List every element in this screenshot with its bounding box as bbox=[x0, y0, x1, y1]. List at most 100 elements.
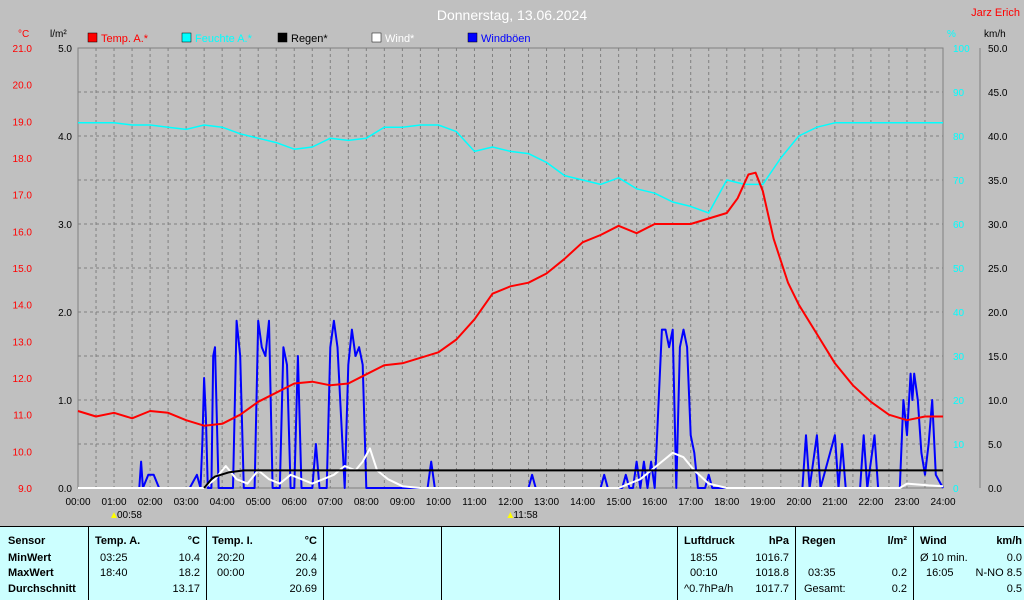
wind-avg-value: 0.0 bbox=[1006, 552, 1022, 564]
author-label: Jarz Erich bbox=[971, 7, 1020, 19]
marker-label: 00:58 bbox=[117, 510, 142, 521]
rain-panel: Regen l/m² 03:35 0.2 Gesamt: 0.2 bbox=[796, 527, 913, 600]
temp-unit-label: °C bbox=[18, 29, 29, 40]
temp-a-header: Temp. A. bbox=[95, 535, 141, 547]
rain-tick-label: 1.0 bbox=[58, 396, 72, 407]
maxwert-label: MaxWert bbox=[8, 567, 54, 579]
temp-i-panel: Temp. I. °C 20:20 20.4 00:00 20.9 20.69 bbox=[207, 527, 323, 600]
x-tick-label: 16:00 bbox=[642, 497, 667, 508]
temp-tick-label: 18.0 bbox=[13, 154, 33, 165]
rain-tick-label: 0.0 bbox=[58, 484, 72, 495]
chart-grid bbox=[77, 47, 944, 489]
humidity-unit-label: % bbox=[947, 29, 956, 40]
wind-tick-label: 25.0 bbox=[988, 264, 1008, 275]
x-tick-label: 13:00 bbox=[534, 497, 559, 508]
rain-max-value: 0.2 bbox=[891, 567, 907, 579]
x-tick-label: 06:00 bbox=[282, 497, 307, 508]
marker-icon: ▲ bbox=[505, 510, 515, 521]
wind-tick-label: 50.0 bbox=[988, 44, 1008, 55]
x-tick-label: 04:00 bbox=[210, 497, 235, 508]
temp-i-max-value: 20.9 bbox=[295, 567, 317, 579]
pressure-min-time: 18:55 bbox=[690, 552, 718, 564]
temp-a-unit: °C bbox=[187, 535, 200, 547]
wind-tick-label: 30.0 bbox=[988, 220, 1008, 231]
durchschnitt-label: Durchschnitt bbox=[8, 583, 76, 595]
legend-label: Wind* bbox=[385, 33, 415, 45]
pressure-unit: hPa bbox=[768, 535, 789, 547]
temp-tick-label: 16.0 bbox=[13, 227, 33, 238]
pressure-max-value: 1018.8 bbox=[755, 567, 789, 579]
rain-total-label: Gesamt: bbox=[804, 583, 846, 595]
legend-label: Windböen bbox=[481, 33, 531, 45]
sensor-header: Sensor bbox=[8, 535, 46, 547]
wind-unit-label: km/h bbox=[984, 29, 1006, 40]
temp-tick-label: 11.0 bbox=[13, 411, 32, 422]
x-tick-label: 10:00 bbox=[426, 497, 451, 508]
pressure-max-time: 00:10 bbox=[690, 567, 718, 579]
temp-tick-label: 12.0 bbox=[13, 374, 33, 385]
temp-i-average: 20.69 bbox=[289, 583, 317, 595]
legend-swatch bbox=[467, 32, 478, 43]
temp-tick-label: 15.0 bbox=[13, 264, 33, 275]
pressure-min-value: 1016.7 bbox=[755, 552, 789, 564]
wind-tick-label: 10.0 bbox=[988, 396, 1008, 407]
pressure-header: Luftdruck bbox=[684, 535, 735, 547]
x-tick-label: 01:00 bbox=[102, 497, 127, 508]
empty-panel-3 bbox=[560, 527, 677, 600]
temp-a-min-time: 03:25 bbox=[100, 552, 128, 564]
wind-tick-label: 15.0 bbox=[988, 352, 1008, 363]
temp-i-unit: °C bbox=[304, 535, 317, 547]
x-tick-label: 02:00 bbox=[138, 497, 163, 508]
wind-avg-label: Ø 10 min. bbox=[920, 552, 968, 564]
x-tick-label: 23:00 bbox=[894, 497, 919, 508]
rain-tick-label: 3.0 bbox=[58, 220, 72, 231]
x-tick-label: 05:00 bbox=[246, 497, 271, 508]
wind-tick-label: 35.0 bbox=[988, 176, 1008, 187]
rain-unit-label: l/m² bbox=[50, 29, 67, 40]
humidity-tick-label: 30 bbox=[953, 352, 965, 363]
rain-tick-label: 4.0 bbox=[58, 132, 72, 143]
wind-tick-label: 45.0 bbox=[988, 88, 1008, 99]
marker-label: 11:58 bbox=[513, 510, 538, 521]
humidity-tick-label: 50 bbox=[953, 264, 965, 275]
temp-a-min-value: 10.4 bbox=[178, 552, 200, 564]
legend-swatch bbox=[277, 32, 288, 43]
temp-tick-label: 9.0 bbox=[18, 484, 32, 495]
x-tick-label: 22:00 bbox=[858, 497, 883, 508]
humidity-tick-label: 0 bbox=[953, 484, 959, 495]
humidity-tick-label: 80 bbox=[953, 132, 965, 143]
chart-markers: ▲00:58 ▲11:58 bbox=[109, 510, 538, 521]
wind-daily-avg: 0.5 bbox=[1006, 583, 1022, 595]
legend-label: Regen* bbox=[291, 33, 328, 45]
humidity-tick-label: 90 bbox=[953, 88, 965, 99]
x-tick-label: 21:00 bbox=[822, 497, 847, 508]
x-tick-label: 20:00 bbox=[786, 497, 811, 508]
x-tick-label: 19:00 bbox=[750, 497, 775, 508]
rain-unit: l/m² bbox=[887, 535, 907, 547]
x-tick-label: 14:00 bbox=[570, 497, 595, 508]
wind-tick-label: 5.0 bbox=[988, 440, 1002, 451]
rain-total-value: 0.2 bbox=[891, 583, 907, 595]
humidity-tick-label: 40 bbox=[953, 308, 965, 319]
temp-i-header: Temp. I. bbox=[212, 535, 253, 547]
legend-swatch bbox=[87, 32, 98, 43]
x-tick-label: 08:00 bbox=[354, 497, 379, 508]
wind-max-time: 16:05 bbox=[926, 567, 954, 579]
minwert-label: MinWert bbox=[8, 552, 52, 564]
rain-header: Regen bbox=[802, 535, 836, 547]
x-tick-label: 03:00 bbox=[174, 497, 199, 508]
legend-swatch bbox=[181, 32, 192, 43]
temp-tick-label: 19.0 bbox=[13, 117, 33, 128]
temp-tick-label: 17.0 bbox=[13, 191, 33, 202]
pressure-current: 1017.7 bbox=[755, 583, 789, 595]
wind-header: Wind bbox=[920, 535, 947, 547]
wind-unit: km/h bbox=[996, 535, 1022, 547]
chart-title: Donnerstag, 13.06.2024 bbox=[437, 7, 587, 23]
rain-tick-label: 5.0 bbox=[58, 44, 72, 55]
temp-line bbox=[77, 171, 943, 427]
chart-axes: 00:00 01:00 02:00 03:00 04:00 05:00 06:00 07:00… bbox=[13, 44, 1008, 508]
chart-series bbox=[77, 122, 944, 489]
temp-i-max-time: 00:00 bbox=[217, 567, 245, 579]
marker-icon: ▲ bbox=[109, 510, 119, 521]
wind-tick-label: 20.0 bbox=[988, 308, 1008, 319]
